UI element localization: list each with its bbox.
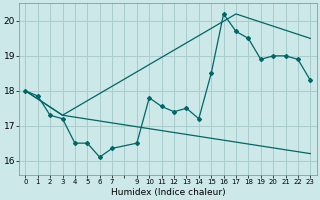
X-axis label: Humidex (Indice chaleur): Humidex (Indice chaleur) bbox=[110, 188, 225, 197]
